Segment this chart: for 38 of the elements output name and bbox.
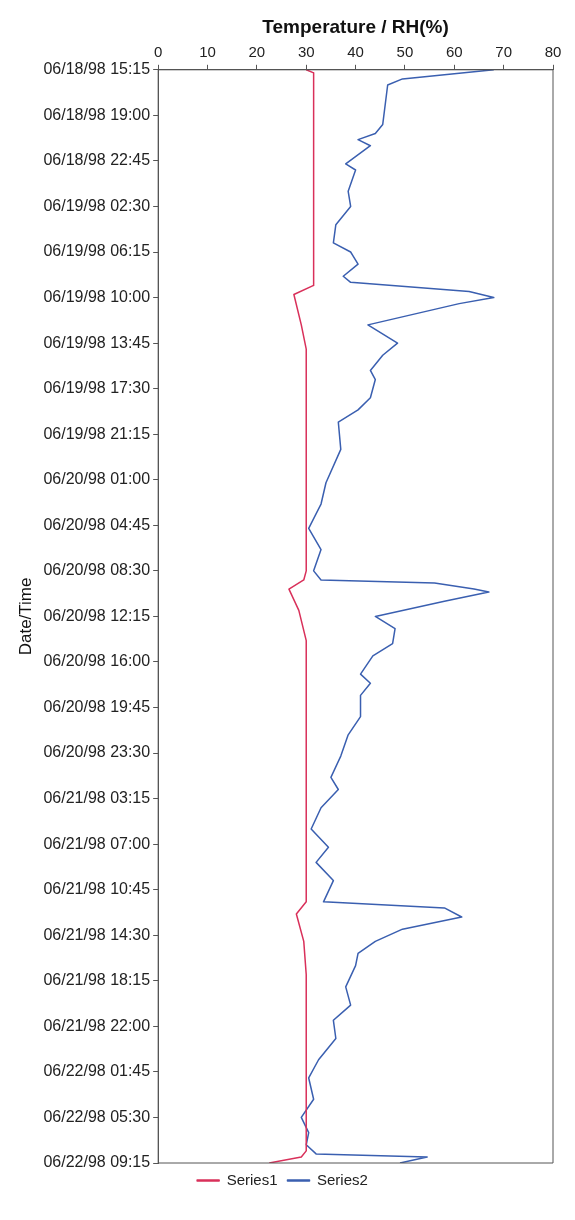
x-tick-label: 40 [347, 42, 364, 60]
x-tick-label: 30 [297, 42, 315, 60]
y-tick-label: 06/20/98 01:00 [43, 470, 151, 488]
y-tick-label: 06/20/98 19:45 [43, 697, 151, 715]
y-tick-label: 06/20/98 12:15 [43, 606, 151, 624]
y-tick-label: 06/18/98 15:15 [43, 60, 151, 78]
x-tick-label: 70 [495, 42, 512, 60]
y-tick-label: 06/19/98 13:45 [43, 333, 151, 351]
y-tick-label: 06/19/98 02:30 [43, 196, 151, 214]
y-tick-label: 06/20/98 04:45 [43, 515, 151, 533]
y-tick-label: 06/22/98 01:45 [43, 1062, 151, 1080]
y-tick-label: 06/22/98 05:30 [43, 1107, 151, 1125]
y-tick-label: 06/20/98 16:00 [43, 652, 151, 670]
y-tick-label: 06/18/98 22:45 [43, 151, 151, 169]
y-tick-label: 06/19/98 21:15 [43, 424, 151, 442]
x-tick-label: 80 [544, 42, 562, 60]
y-tick-label: 06/20/98 23:30 [43, 743, 151, 761]
y-axis-title: Date/Time [15, 577, 35, 656]
y-tick-label: 06/20/98 08:30 [43, 561, 151, 579]
legend-label: Series2 [317, 1170, 368, 1188]
y-tick-label: 06/21/98 18:15 [43, 971, 151, 989]
x-axis-title: Temperature / RH(%) [262, 15, 449, 37]
x-tick-label: 10 [199, 42, 216, 60]
x-tick-label: 50 [396, 42, 414, 60]
x-tick-label: 20 [248, 42, 266, 60]
y-tick-label: 06/21/98 10:45 [43, 880, 151, 898]
y-tick-label: 06/18/98 19:00 [43, 105, 151, 123]
y-tick-label: 06/21/98 07:00 [43, 834, 151, 852]
y-tick-label: 06/22/98 09:15 [43, 1153, 151, 1171]
y-tick-label: 06/21/98 14:30 [43, 925, 151, 943]
y-tick-label: 06/19/98 17:30 [43, 379, 151, 397]
y-tick-label: 06/21/98 22:00 [43, 1016, 151, 1034]
x-tick-label: 0 [153, 42, 163, 60]
x-tick-label: 60 [445, 42, 463, 60]
y-tick-label: 06/19/98 10:00 [43, 287, 151, 305]
y-tick-label: 06/19/98 06:15 [43, 242, 151, 260]
y-tick-label: 06/21/98 03:15 [43, 789, 151, 807]
legend-label: Series1 [226, 1170, 278, 1188]
